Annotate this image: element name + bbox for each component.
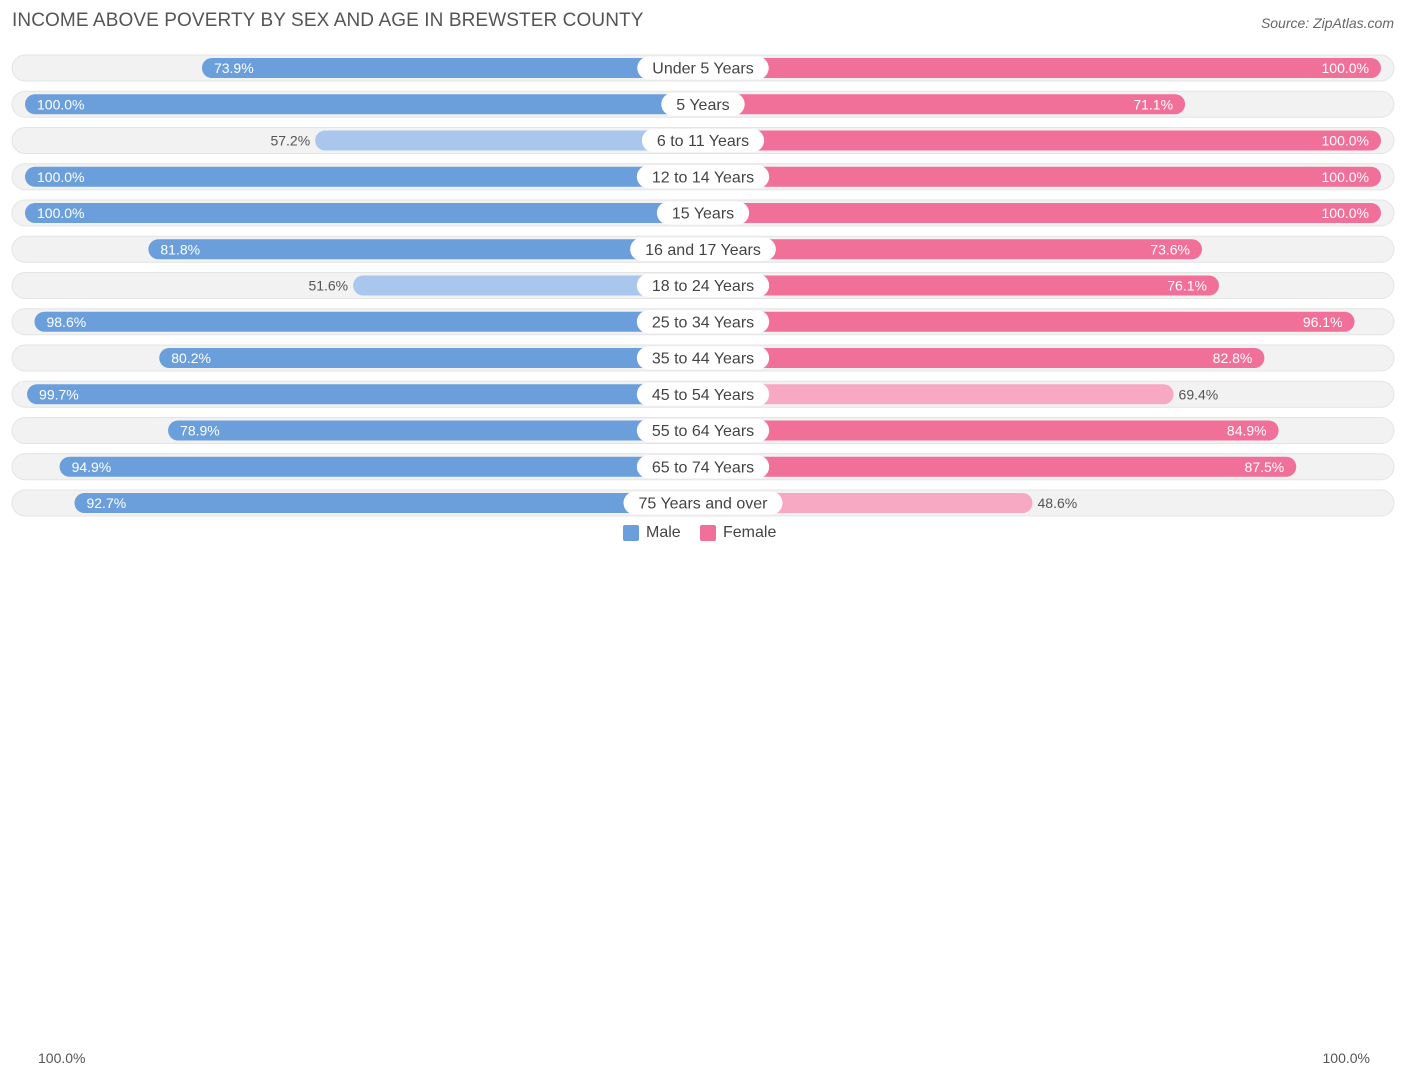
category-label: 15 Years: [672, 206, 734, 223]
male-value-label: 94.9%: [72, 459, 112, 475]
legend-item-male: Male: [623, 524, 681, 542]
category-label: 6 to 11 Years: [657, 133, 749, 150]
female-value-label: 76.1%: [1167, 278, 1207, 294]
legend-label-male: Male: [646, 524, 681, 541]
male-bar: [74, 493, 703, 513]
female-bar: [703, 420, 1279, 441]
category-label-background: [636, 346, 770, 370]
male-value-label: 81.8%: [160, 241, 200, 257]
female-value-label: 96.1%: [1303, 314, 1343, 330]
axis-left-label: 100.0%: [38, 1050, 86, 1066]
male-bar: [201, 58, 703, 78]
male-value-label: 98.6%: [46, 314, 86, 330]
category-label: 35 to 44 Years: [652, 351, 754, 368]
legend-item-female: Female: [700, 524, 776, 542]
male-bar: [25, 94, 703, 115]
category-label-background: [636, 419, 770, 442]
male-value-label: 92.7%: [86, 495, 126, 511]
female-value-label: 100.0%: [1322, 205, 1369, 221]
male-value-label: 99.7%: [39, 386, 79, 402]
male-bar: [159, 348, 703, 368]
female-bar: [703, 130, 1381, 151]
female-value-label: 100.0%: [1322, 169, 1369, 185]
female-bar: [703, 239, 1203, 260]
category-label: 75 Years and over: [639, 496, 769, 513]
category-label-background: [637, 56, 769, 80]
male-value-label: 51.6%: [308, 278, 348, 294]
female-bar: [703, 94, 1186, 115]
category-label-background: [661, 92, 745, 116]
male-value-label: 100.0%: [37, 205, 84, 221]
female-bar: [703, 384, 1174, 405]
male-value-label: 100.0%: [37, 169, 84, 185]
male-bar: [25, 166, 703, 187]
male-value-label: 57.2%: [270, 133, 310, 149]
male-bar: [25, 203, 703, 223]
male-value-label: 73.9%: [214, 60, 254, 76]
category-label: 45 to 54 Years: [652, 387, 754, 404]
category-label-background: [636, 310, 770, 334]
female-bar: [703, 166, 1381, 187]
female-value-label: 73.6%: [1150, 241, 1190, 257]
legend-label-female: Female: [723, 524, 777, 541]
female-bar: [703, 203, 1381, 223]
male-bar: [315, 130, 703, 151]
female-bar: [703, 275, 1219, 296]
female-bar: [703, 493, 1033, 513]
legend: 100.0% Male Female 100.0%: [0, 524, 1406, 1066]
female-value-label: 87.5%: [1245, 459, 1285, 475]
legend-swatch-male: [623, 525, 639, 541]
category-label: 12 to 14 Years: [652, 169, 754, 186]
category-label-background: [630, 237, 776, 261]
male-bar: [34, 311, 703, 332]
category-label-background: [623, 491, 783, 515]
category-label: 16 and 17 Years: [645, 242, 761, 259]
chart-title: INCOME ABOVE POVERTY BY SEX AND AGE IN B…: [12, 10, 644, 31]
male-bar: [353, 275, 703, 296]
axis-right-label: 100.0%: [1322, 1050, 1370, 1066]
category-label-background: [636, 455, 770, 479]
female-bar: [703, 348, 1265, 368]
female-bar: [703, 311, 1355, 332]
male-value-label: 78.9%: [180, 423, 220, 439]
male-value-label: 80.2%: [171, 350, 211, 366]
category-label: 65 to 74 Years: [652, 459, 754, 476]
legend-swatch-female: [700, 525, 716, 541]
category-label-background: [636, 165, 770, 189]
source-label: Source: ZipAtlas.com: [1260, 15, 1394, 31]
category-label-background: [656, 201, 750, 225]
category-label-background: [641, 129, 765, 152]
male-bar: [27, 384, 704, 405]
female-value-label: 100.0%: [1322, 60, 1369, 76]
female-value-label: 100.0%: [1322, 133, 1369, 149]
chart: Under 5 Years 73.9% 100.0% 5 Years 100.0% 71.…: [11, 54, 1395, 517]
female-value-label: 48.6%: [1038, 495, 1078, 511]
category-label-background: [636, 274, 770, 297]
male-bar: [148, 239, 703, 260]
male-bar: [168, 420, 704, 441]
category-label: Under 5 Years: [652, 61, 753, 78]
category-label: 18 to 24 Years: [652, 278, 754, 295]
female-bar: [703, 58, 1381, 78]
female-value-label: 82.8%: [1213, 350, 1253, 366]
female-value-label: 84.9%: [1227, 423, 1267, 439]
category-label: 55 to 64 Years: [652, 423, 754, 440]
male-bar: [59, 456, 703, 477]
category-label-background: [636, 382, 770, 406]
female-value-label: 71.1%: [1133, 96, 1173, 112]
category-label: 5 Years: [676, 97, 729, 114]
category-label: 25 to 34 Years: [652, 314, 754, 331]
female-bar: [703, 456, 1297, 477]
male-value-label: 100.0%: [37, 96, 84, 112]
female-value-label: 69.4%: [1179, 386, 1219, 402]
